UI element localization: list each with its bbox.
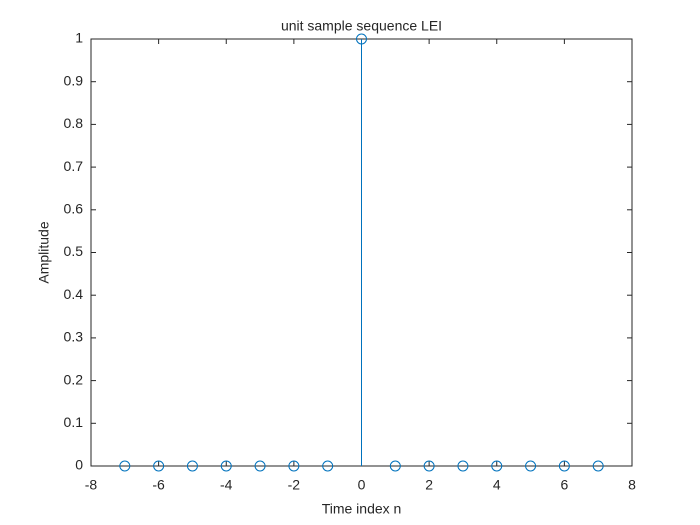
y-tick-label: 0.7 xyxy=(64,158,84,174)
x-tick-label: -8 xyxy=(85,477,98,493)
stem-marker xyxy=(254,460,266,472)
chart-title: unit sample sequence LEI xyxy=(281,18,442,34)
y-tick-label: 0.9 xyxy=(64,72,84,88)
x-tick-label: 0 xyxy=(358,477,366,493)
x-axis-label: Time index n xyxy=(322,501,402,517)
y-tick-label: 0.8 xyxy=(64,115,84,131)
x-tick-label: 6 xyxy=(560,477,568,493)
x-tick-label: -4 xyxy=(220,477,233,493)
y-tick-label: 0.5 xyxy=(64,243,84,259)
x-tick-label: 4 xyxy=(493,477,501,493)
stem-marker xyxy=(119,460,131,472)
x-tick-label: 8 xyxy=(628,477,636,493)
y-tick-label: 0.6 xyxy=(64,201,84,217)
y-axis-label: Amplitude xyxy=(36,221,52,283)
y-tick-label: 1 xyxy=(75,30,83,46)
stem-marker xyxy=(389,460,401,472)
stem-marker xyxy=(457,460,469,472)
stem-marker xyxy=(558,460,570,472)
stem-marker xyxy=(356,33,367,45)
y-tick-label: 0.4 xyxy=(64,286,84,302)
stem-marker xyxy=(322,460,334,472)
y-tick-label: 0.2 xyxy=(64,371,84,387)
stem-marker xyxy=(491,460,503,472)
stem-marker xyxy=(186,460,198,472)
stem-marker xyxy=(423,460,435,472)
stem-marker xyxy=(220,460,232,472)
x-tick-label: 2 xyxy=(425,477,433,493)
stem-marker xyxy=(288,460,300,472)
stem-marker xyxy=(153,460,165,472)
y-tick-label: 0.3 xyxy=(64,329,84,345)
y-tick-label: 0.1 xyxy=(64,414,84,430)
y-tick-label: 0 xyxy=(75,457,83,473)
stem-marker xyxy=(525,460,537,472)
x-tick-label: -6 xyxy=(152,477,165,493)
stem-marker xyxy=(592,460,604,472)
x-tick-label: -2 xyxy=(288,477,301,493)
